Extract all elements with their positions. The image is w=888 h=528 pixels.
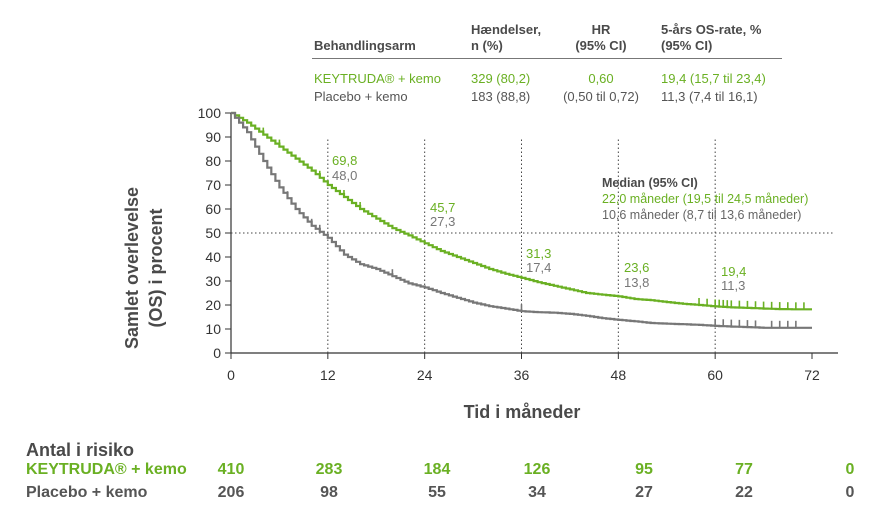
annotation-placebo-value: 17,4	[526, 260, 551, 275]
annotation-keytruda-value: 45,7	[430, 200, 455, 215]
row-keytruda-hr: 0,60	[588, 71, 614, 86]
x-tick-label: 60	[707, 367, 723, 383]
header-hr-line2: (95% CI)	[575, 38, 627, 53]
header-events-line1: Hændelser,	[471, 22, 542, 37]
row-placebo-hr: (0,50 til 0,72)	[563, 89, 639, 104]
reference-lines	[231, 138, 835, 353]
placebo-series-line	[231, 111, 812, 329]
risk-value-placebo: 98	[320, 484, 338, 501]
header-hr-line1: HR	[591, 22, 611, 37]
annotation-keytruda-value: 23,6	[624, 260, 649, 275]
annotation-placebo-value: 48,0	[332, 168, 357, 183]
header-os-line2: (95% CI)	[661, 38, 713, 53]
row-keytruda-arm: KEYTRUDA® + kemo	[314, 71, 441, 86]
row-placebo-events: 183 (88,8)	[471, 89, 531, 104]
y-tick-label: 90	[205, 129, 221, 145]
risk-value-placebo: 34	[528, 484, 546, 501]
risk-value-keytruda: 0	[845, 461, 855, 478]
risk-value-keytruda: 95	[635, 461, 653, 478]
risk-label-placebo: Placebo + kemo	[26, 484, 148, 501]
annotation-keytruda-value: 69,8	[332, 153, 357, 168]
x-tick-label: 48	[611, 367, 627, 383]
risk-value-placebo: 27	[635, 484, 653, 501]
chart-annotations: 69,848,0 45,727,3 31,317,4 23,613,8 19,411,3	[332, 153, 746, 293]
y-tick-label: 40	[205, 249, 221, 265]
x-tick-label: 0	[227, 367, 235, 383]
y-tick-label: 20	[205, 297, 221, 313]
y-tick-label: 50	[205, 225, 221, 241]
median-keytruda: 22,0 måneder (19,5 til 24,5 måneder)	[602, 192, 808, 206]
x-tick-label: 72	[804, 367, 820, 383]
y-axis-label-line1: Samlet overlevelse	[122, 187, 142, 349]
median-title: Median (95% CI)	[602, 176, 698, 190]
annotation-keytruda-value: 19,4	[721, 264, 746, 279]
chart-series	[231, 111, 812, 329]
x-tick-label: 36	[514, 367, 530, 383]
row-placebo-os: 11,3 (7,4 til 16,1)	[661, 89, 758, 104]
annotation-placebo-value: 13,8	[624, 275, 649, 290]
chart-axes: 0 10 20 30 40 50 60 70 80 90 100 0 12 24 36 48 60 72	[198, 105, 838, 383]
y-tick-label: 10	[205, 321, 221, 337]
row-keytruda-os: 19,4 (15,7 til 23,4)	[661, 71, 766, 86]
header-arm: Behandlingsarm	[314, 38, 416, 53]
risk-value-keytruda: 410	[217, 461, 245, 478]
risk-value-placebo: 22	[735, 484, 753, 501]
y-axis-label-line2: (OS) i procent	[146, 208, 166, 327]
y-tick-label: 60	[205, 201, 221, 217]
table-divider	[312, 58, 782, 59]
row-placebo-arm: Placebo + kemo	[314, 89, 408, 104]
annotation-placebo-value: 27,3	[430, 214, 455, 229]
header-os-line1: 5-års OS-rate, %	[661, 22, 762, 37]
y-tick-label: 100	[198, 105, 222, 121]
y-tick-label: 70	[205, 177, 221, 193]
row-keytruda-events: 329 (80,2)	[471, 71, 531, 86]
annotation-keytruda-value: 31,3	[526, 246, 551, 261]
annotation-placebo-value: 11,3	[721, 278, 745, 293]
risk-value-placebo: 0	[845, 484, 855, 501]
x-tick-label: 24	[417, 367, 433, 383]
risk-value-keytruda: 77	[735, 461, 753, 478]
risk-value-keytruda: 126	[523, 461, 551, 478]
risk-label-keytruda: KEYTRUDA® + kemo	[26, 461, 187, 478]
risk-value-placebo: 55	[428, 484, 446, 501]
x-tick-label: 12	[320, 367, 336, 383]
risk-value-keytruda: 283	[315, 461, 343, 478]
survival-chart: 0 10 20 30 40 50 60 70 80 90 100 0 12 24 36 48 60 72 69,8…	[122, 105, 838, 422]
risk-table-title: Antal i risiko	[26, 440, 135, 460]
risk-value-keytruda: 184	[423, 461, 451, 478]
y-tick-label: 0	[213, 345, 221, 361]
header-events-line2: n (%)	[471, 38, 503, 53]
y-tick-label: 30	[205, 273, 221, 289]
risk-value-placebo: 206	[217, 484, 245, 501]
y-tick-label: 80	[205, 153, 221, 169]
median-placebo: 10,6 måneder (8,7 til 13,6 måneder)	[602, 208, 801, 222]
x-axis-label: Tid i måneder	[464, 402, 581, 422]
